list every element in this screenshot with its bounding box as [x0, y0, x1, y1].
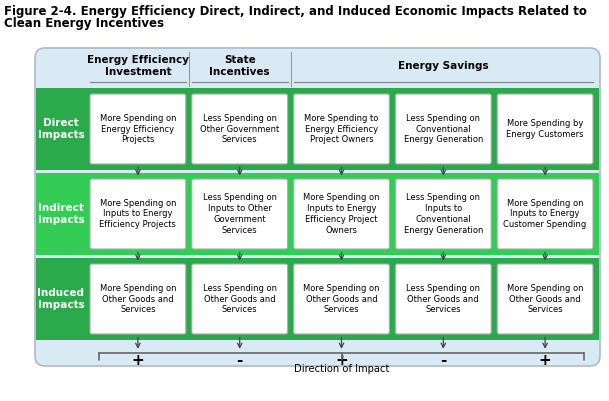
Text: More Spending by
Energy Customers: More Spending by Energy Customers: [506, 119, 584, 139]
FancyBboxPatch shape: [294, 264, 389, 334]
Text: Indirect
Impacts: Indirect Impacts: [38, 203, 85, 225]
Text: Less Spending on
Other Goods and
Services: Less Spending on Other Goods and Service…: [203, 284, 276, 314]
FancyBboxPatch shape: [497, 179, 593, 249]
Text: +: +: [335, 352, 348, 368]
Text: Clean Energy Incentives: Clean Energy Incentives: [4, 17, 164, 30]
Text: State
Incentives: State Incentives: [209, 55, 270, 77]
Text: Induced
Impacts: Induced Impacts: [38, 288, 85, 310]
FancyBboxPatch shape: [294, 179, 389, 249]
Text: Less Spending on
Conventional
Energy Generation: Less Spending on Conventional Energy Gen…: [404, 114, 483, 144]
Text: Less Spending on
Other Government
Services: Less Spending on Other Government Servic…: [200, 114, 280, 144]
FancyBboxPatch shape: [395, 179, 491, 249]
FancyBboxPatch shape: [90, 264, 186, 334]
FancyBboxPatch shape: [395, 94, 491, 164]
Text: More Spending on
Inputs to Energy
Efficiency Projects: More Spending on Inputs to Energy Effici…: [99, 199, 177, 229]
Text: -: -: [236, 352, 243, 368]
Text: Energy Efficiency
Investment: Energy Efficiency Investment: [87, 55, 189, 77]
Bar: [36, 88, 599, 170]
Text: +: +: [132, 352, 144, 368]
Text: -: -: [440, 352, 446, 368]
Text: Less Spending on
Other Goods and
Services: Less Spending on Other Goods and Service…: [406, 284, 481, 314]
Text: More Spending to
Energy Efficiency
Project Owners: More Spending to Energy Efficiency Proje…: [304, 114, 379, 144]
FancyBboxPatch shape: [497, 264, 593, 334]
Bar: [36, 258, 599, 340]
Text: More Spending on
Other Goods and
Services: More Spending on Other Goods and Service…: [507, 284, 583, 314]
Text: Less Spending on
Inputs to Other
Government
Services: Less Spending on Inputs to Other Governm…: [203, 193, 276, 235]
FancyBboxPatch shape: [395, 264, 491, 334]
Text: More Spending on
Inputs to Energy
Customer Spending: More Spending on Inputs to Energy Custom…: [504, 199, 586, 229]
Text: More Spending on
Other Goods and
Services: More Spending on Other Goods and Service…: [100, 284, 176, 314]
FancyBboxPatch shape: [192, 264, 287, 334]
FancyBboxPatch shape: [90, 94, 186, 164]
Text: Direction of Impact: Direction of Impact: [294, 364, 389, 374]
FancyBboxPatch shape: [192, 94, 287, 164]
Text: More Spending on
Energy Efficiency
Projects: More Spending on Energy Efficiency Proje…: [100, 114, 176, 144]
Text: Figure 2-4. Energy Efficiency Direct, Indirect, and Induced Economic Impacts Rel: Figure 2-4. Energy Efficiency Direct, In…: [4, 5, 587, 18]
Text: More Spending on
Other Goods and
Services: More Spending on Other Goods and Service…: [303, 284, 380, 314]
FancyBboxPatch shape: [90, 179, 186, 249]
FancyBboxPatch shape: [294, 94, 389, 164]
Text: +: +: [539, 352, 552, 368]
FancyBboxPatch shape: [192, 179, 287, 249]
FancyBboxPatch shape: [497, 94, 593, 164]
FancyBboxPatch shape: [35, 48, 600, 366]
Text: Direct
Impacts: Direct Impacts: [38, 118, 85, 140]
Bar: [36, 173, 599, 255]
Text: Less Spending on
Inputs to
Conventional
Energy Generation: Less Spending on Inputs to Conventional …: [404, 193, 483, 235]
Text: More Spending on
Inputs to Energy
Efficiency Project
Owners: More Spending on Inputs to Energy Effici…: [303, 193, 380, 235]
Text: Energy Savings: Energy Savings: [398, 61, 488, 71]
